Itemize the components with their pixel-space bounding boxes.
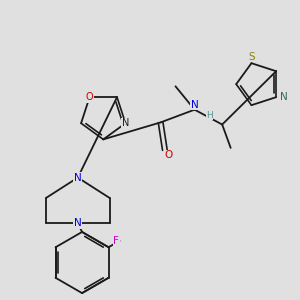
Text: N: N <box>122 118 129 128</box>
Text: N: N <box>74 218 82 229</box>
Text: N: N <box>280 92 288 102</box>
Text: F: F <box>113 236 119 246</box>
Text: O: O <box>164 150 172 160</box>
Text: N: N <box>74 172 82 183</box>
Text: S: S <box>248 52 255 62</box>
Text: O: O <box>86 92 93 102</box>
Text: H: H <box>206 111 213 120</box>
Text: N: N <box>191 100 199 110</box>
